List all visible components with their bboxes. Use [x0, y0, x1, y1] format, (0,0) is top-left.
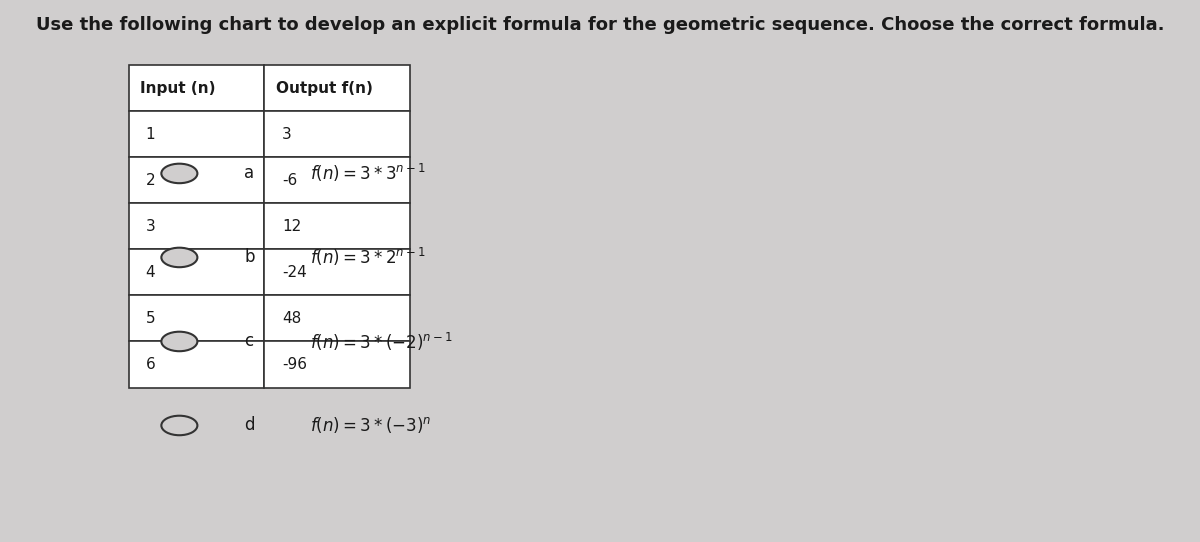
Text: -96: -96	[282, 357, 307, 372]
FancyBboxPatch shape	[130, 111, 264, 157]
Text: $f(n) = 3 * 2^{n-1}$: $f(n) = 3 * 2^{n-1}$	[310, 247, 426, 268]
Text: 1: 1	[145, 127, 155, 141]
Text: $f(n) = 3 * 3^{n-1}$: $f(n) = 3 * 3^{n-1}$	[310, 163, 426, 184]
Text: $f(n) = 3 * (-3)^{n}$: $f(n) = 3 * (-3)^{n}$	[310, 416, 431, 435]
FancyBboxPatch shape	[264, 157, 409, 203]
FancyBboxPatch shape	[130, 295, 264, 341]
FancyBboxPatch shape	[130, 249, 264, 295]
Text: -6: -6	[282, 173, 298, 188]
FancyBboxPatch shape	[264, 111, 409, 157]
FancyBboxPatch shape	[130, 157, 264, 203]
Text: -24: -24	[282, 265, 307, 280]
Text: 6: 6	[145, 357, 155, 372]
FancyBboxPatch shape	[264, 341, 409, 388]
Text: 3: 3	[145, 219, 155, 234]
Text: 2: 2	[145, 173, 155, 188]
Text: b: b	[245, 248, 254, 267]
Circle shape	[161, 416, 197, 435]
Circle shape	[161, 248, 197, 267]
Circle shape	[161, 332, 197, 351]
Text: 12: 12	[282, 219, 301, 234]
FancyBboxPatch shape	[130, 203, 264, 249]
Text: d: d	[245, 416, 254, 435]
Text: Input (n): Input (n)	[140, 81, 216, 95]
FancyBboxPatch shape	[130, 341, 264, 388]
Text: c: c	[245, 332, 253, 351]
Text: 48: 48	[282, 311, 301, 326]
FancyBboxPatch shape	[130, 65, 264, 111]
FancyBboxPatch shape	[264, 249, 409, 295]
Text: 3: 3	[282, 127, 292, 141]
FancyBboxPatch shape	[264, 295, 409, 341]
FancyBboxPatch shape	[264, 65, 409, 111]
FancyBboxPatch shape	[264, 203, 409, 249]
Text: 5: 5	[145, 311, 155, 326]
Text: Use the following chart to develop an explicit formula for the geometric sequenc: Use the following chart to develop an ex…	[36, 16, 1164, 34]
Text: Output f(n): Output f(n)	[276, 81, 373, 95]
Text: $f(n) = 3 * (-2)^{n-1}$: $f(n) = 3 * (-2)^{n-1}$	[310, 331, 452, 352]
Text: 4: 4	[145, 265, 155, 280]
Circle shape	[161, 164, 197, 183]
Text: a: a	[245, 164, 254, 183]
